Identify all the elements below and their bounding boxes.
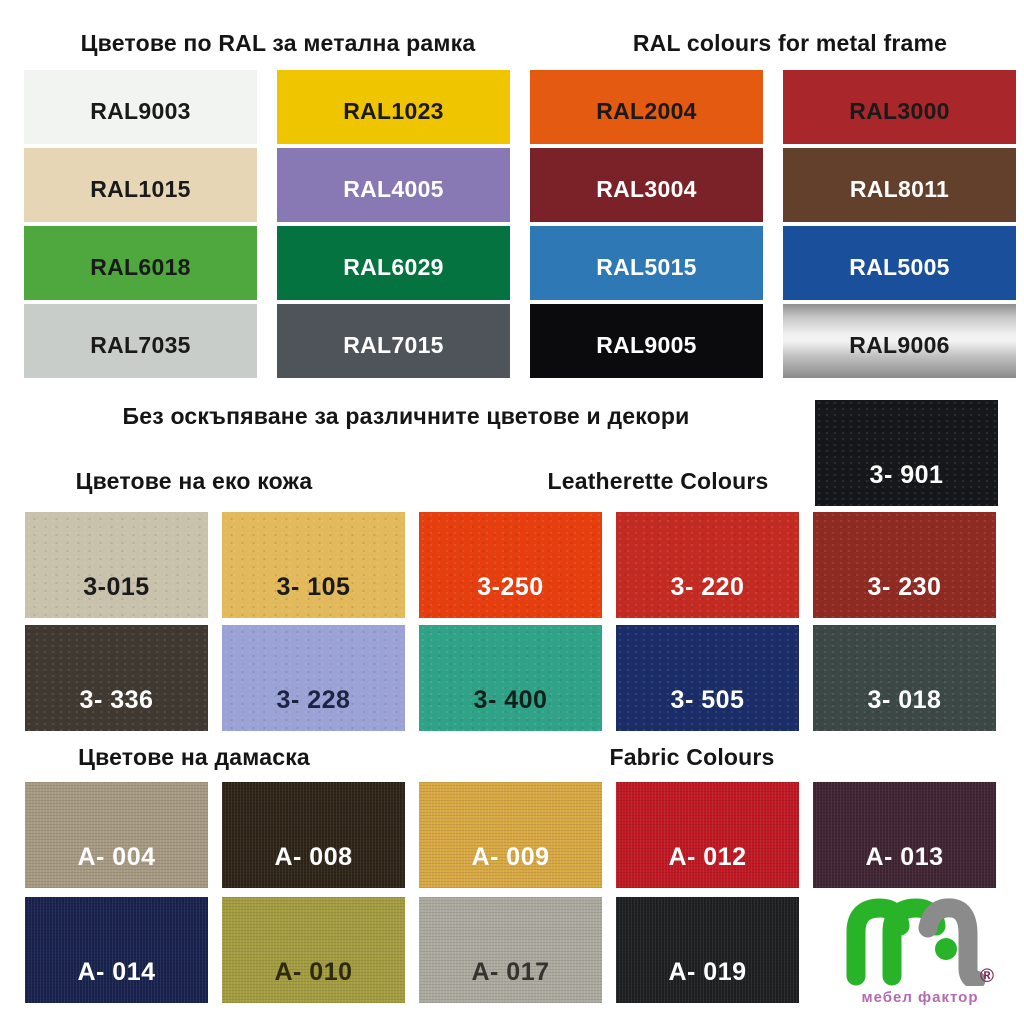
swatch-label: RAL6029 — [343, 253, 444, 280]
logo-f-dot — [935, 938, 957, 960]
color-swatch-RAL6018: RAL6018 — [24, 226, 257, 300]
color-swatch-A-004: A- 004 — [25, 782, 208, 888]
color-swatch-RAL9005: RAL9005 — [530, 304, 763, 378]
swatch-label: 3-015 — [83, 573, 150, 601]
swatch-label: RAL6018 — [90, 253, 191, 280]
color-swatch-RAL6029: RAL6029 — [277, 226, 510, 300]
swatch-label: 3-250 — [477, 573, 544, 601]
color-swatch-A-008: A- 008 — [222, 782, 405, 888]
color-swatch-A-019: A- 019 — [616, 897, 799, 1003]
no-surcharge-title: Без оскъпяване за различните цветове и д… — [122, 403, 690, 429]
swatch-label: RAL3000 — [849, 97, 950, 124]
swatch-label: RAL7035 — [90, 331, 191, 358]
swatch-label: RAL7015 — [343, 331, 444, 358]
swatch-label: A- 013 — [865, 843, 944, 871]
swatch-label: A- 010 — [274, 958, 353, 986]
swatch-label: RAL5015 — [596, 253, 697, 280]
color-swatch-A-017: A- 017 — [419, 897, 602, 1003]
swatch-label: 3- 105 — [276, 573, 351, 601]
color-swatch-3-901: 3- 901 — [815, 400, 998, 506]
color-swatch-3-400: 3- 400 — [419, 625, 602, 731]
color-swatch-RAL8011: RAL8011 — [783, 148, 1016, 222]
fabric-swatch-grid: A- 004 A- 008 A- 009 A- 012 A- 013 A- 014 A- 0… — [25, 782, 996, 1003]
swatch-label: 3- 336 — [79, 686, 154, 714]
color-swatch-RAL7035: RAL7035 — [24, 304, 257, 378]
color-swatch-A-009: A- 009 — [419, 782, 602, 888]
swatch-label: RAL1023 — [343, 97, 444, 124]
ral-title-bulgarian: Цветове по RAL за метална рамка — [80, 30, 476, 56]
leatherette-title-bulgarian: Цветове на еко кожа — [75, 468, 313, 494]
swatch-label: 3- 230 — [867, 573, 942, 601]
swatch-label: RAL4005 — [343, 175, 444, 202]
swatch-label: A- 008 — [274, 843, 353, 871]
color-swatch-RAL3000: RAL3000 — [783, 70, 1016, 144]
swatch-label: RAL9005 — [596, 331, 697, 358]
fabric-title-english: Fabric Colours — [609, 744, 775, 770]
swatch-label: A- 017 — [471, 958, 550, 986]
fabric-title-bulgarian: Цветове на дамаска — [78, 744, 310, 770]
color-swatch-RAL9006: RAL9006 — [783, 304, 1016, 378]
color-swatch-A-010: A- 010 — [222, 897, 405, 1003]
swatch-label: A- 004 — [77, 843, 156, 871]
color-swatch-3-250: 3-250 — [419, 512, 602, 618]
color-swatch-3-105: 3- 105 — [222, 512, 405, 618]
color-swatch-A-014: A- 014 — [25, 897, 208, 1003]
color-swatch-3-230: 3- 230 — [813, 512, 996, 618]
swatch-label: RAL3004 — [596, 175, 697, 202]
logo-f-stroke — [918, 898, 986, 990]
swatch-label: A- 019 — [668, 958, 747, 986]
swatch-label: 3- 400 — [473, 686, 548, 714]
swatch-label: RAL5005 — [849, 253, 950, 280]
color-swatch-A-013: A- 013 — [813, 782, 996, 888]
leatherette-swatch-grid: 3-015 3- 105 3-250 3- 220 3- 230 3- 336 3- 228… — [25, 512, 996, 731]
color-swatch-3-018: 3- 018 — [813, 625, 996, 731]
color-swatch-RAL7015: RAL7015 — [277, 304, 510, 378]
color-swatch-3-220: 3- 220 — [616, 512, 799, 618]
swatch-label: A- 009 — [471, 843, 550, 871]
leatherette-title-english: Leatherette Colours — [547, 468, 769, 494]
color-swatch-3-228: 3- 228 — [222, 625, 405, 731]
swatch-label: RAL8011 — [849, 175, 950, 202]
swatch-label: RAL2004 — [596, 97, 697, 124]
color-swatch-3-015: 3-015 — [25, 512, 208, 618]
swatch-label: RAL1015 — [90, 175, 191, 202]
color-swatch-3-336: 3- 336 — [25, 625, 208, 731]
color-swatch-RAL4005: RAL4005 — [277, 148, 510, 222]
color-swatch-RAL2004: RAL2004 — [530, 70, 763, 144]
swatch-label: 3- 220 — [670, 573, 745, 601]
color-swatch-RAL9003: RAL9003 — [24, 70, 257, 144]
color-swatch-RAL3004: RAL3004 — [530, 148, 763, 222]
leatherette-corner-swatch: 3- 901 — [815, 400, 998, 506]
swatch-label: RAL9006 — [849, 331, 950, 358]
registered-trademark-icon: ® — [980, 966, 994, 986]
color-swatch-RAL1023: RAL1023 — [277, 70, 510, 144]
ral-title-english: RAL colours for metal frame — [632, 30, 948, 56]
color-swatch-RAL5015: RAL5015 — [530, 226, 763, 300]
swatch-label: 3- 018 — [867, 686, 942, 714]
logo-caption: мебел фактор — [861, 989, 979, 1006]
swatch-label: 3- 505 — [670, 686, 745, 714]
color-swatch-RAL1015: RAL1015 — [24, 148, 257, 222]
company-logo: ® мебел фактор — [840, 896, 1000, 1008]
swatch-label: 3- 901 — [869, 461, 944, 489]
swatch-label: A- 012 — [668, 843, 747, 871]
color-swatch-RAL5005: RAL5005 — [783, 226, 1016, 300]
ral-swatch-grid: RAL9003 RAL1023 RAL2004 RAL3000 RAL1015 RAL40… — [24, 70, 1016, 378]
swatch-label: RAL9003 — [90, 97, 191, 124]
swatch-label: 3- 228 — [276, 686, 351, 714]
swatch-label: A- 014 — [77, 958, 156, 986]
color-swatch-3-505: 3- 505 — [616, 625, 799, 731]
mf-logo-icon: ® — [846, 898, 994, 990]
color-swatch-A-012: A- 012 — [616, 782, 799, 888]
